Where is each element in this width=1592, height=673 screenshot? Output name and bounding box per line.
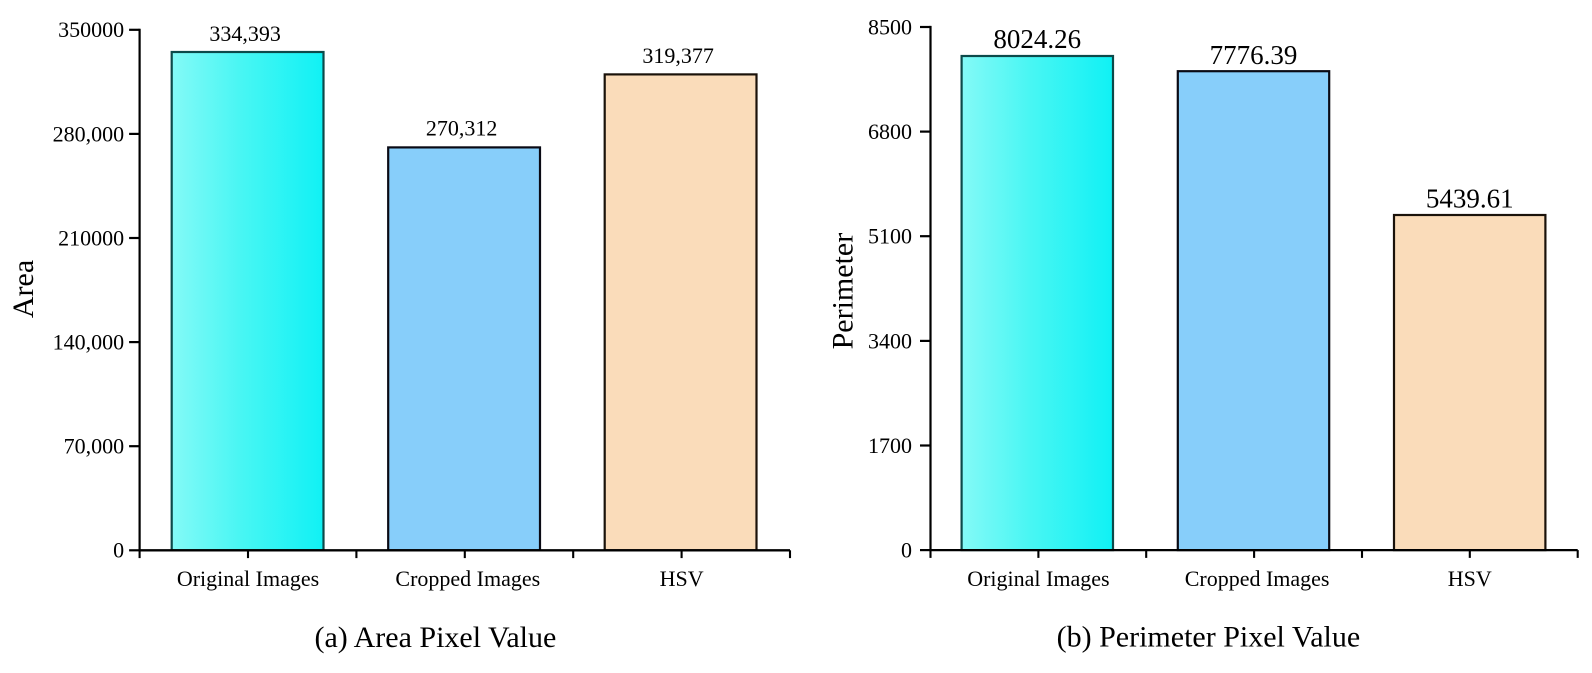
- svg-text:210000: 210000: [58, 225, 124, 250]
- svg-text:8500: 8500: [868, 14, 912, 39]
- svg-text:319,377: 319,377: [642, 43, 714, 68]
- svg-text:Original Images: Original Images: [967, 566, 1109, 591]
- svg-text:270,312: 270,312: [426, 116, 498, 141]
- svg-text:6800: 6800: [868, 119, 912, 144]
- svg-text:5439.61: 5439.61: [1426, 184, 1514, 214]
- svg-text:140,000: 140,000: [53, 330, 125, 355]
- svg-text:Area: Area: [7, 260, 40, 318]
- svg-text:280,000: 280,000: [53, 121, 125, 146]
- svg-text:HSV: HSV: [660, 566, 704, 591]
- svg-text:3400: 3400: [868, 328, 912, 353]
- svg-text:5100: 5100: [868, 224, 912, 249]
- svg-text:Cropped Images: Cropped Images: [1185, 566, 1330, 591]
- svg-text:350000: 350000: [58, 17, 124, 42]
- svg-text:HSV: HSV: [1448, 566, 1492, 591]
- svg-text:Perimeter: Perimeter: [827, 233, 860, 350]
- svg-text:1700: 1700: [868, 433, 912, 458]
- svg-text:0: 0: [901, 538, 912, 563]
- svg-text:7776.39: 7776.39: [1210, 40, 1298, 70]
- svg-text:Cropped Images: Cropped Images: [395, 566, 540, 591]
- svg-text:0: 0: [113, 538, 124, 563]
- svg-text:70,000: 70,000: [64, 434, 125, 459]
- svg-text:Original Images: Original Images: [177, 566, 319, 591]
- svg-text:334,393: 334,393: [209, 21, 281, 46]
- svg-text:8024.26: 8024.26: [993, 24, 1081, 54]
- svg-text:(a) Area Pixel Value: (a) Area Pixel Value: [314, 621, 556, 654]
- svg-text:(b) Perimeter Pixel Value: (b) Perimeter Pixel Value: [1057, 621, 1361, 654]
